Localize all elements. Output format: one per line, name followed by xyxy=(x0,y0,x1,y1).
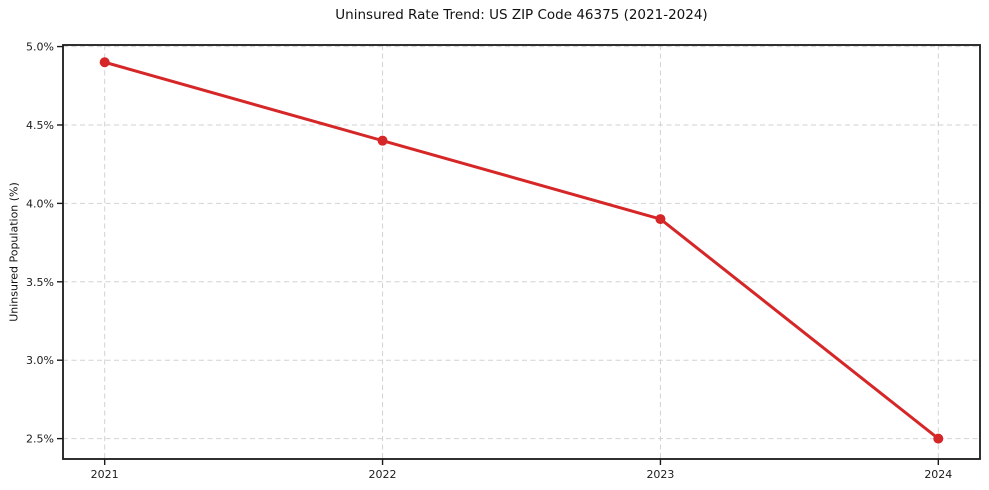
x-tick-label: 2021 xyxy=(91,468,119,481)
data-point xyxy=(99,57,110,68)
y-tick-label: 4.5% xyxy=(26,119,54,132)
x-tick-label: 2024 xyxy=(924,468,952,481)
plot-border xyxy=(62,44,981,460)
data-point xyxy=(377,135,388,146)
trend-line xyxy=(103,60,940,441)
data-point xyxy=(655,214,666,225)
chart-title: Uninsured Rate Trend: US ZIP Code 46375 … xyxy=(335,7,708,23)
data-point xyxy=(933,433,944,444)
y-tick-label: 3.0% xyxy=(26,354,54,367)
y-tick-label: 5.0% xyxy=(26,41,54,54)
y-tick-label: 4.0% xyxy=(26,197,54,210)
y-tick-label: 2.5% xyxy=(26,433,54,446)
x-tick-label: 2022 xyxy=(369,468,397,481)
x-tick-label: 2023 xyxy=(646,468,674,481)
y-tick-label: 3.5% xyxy=(26,276,54,289)
